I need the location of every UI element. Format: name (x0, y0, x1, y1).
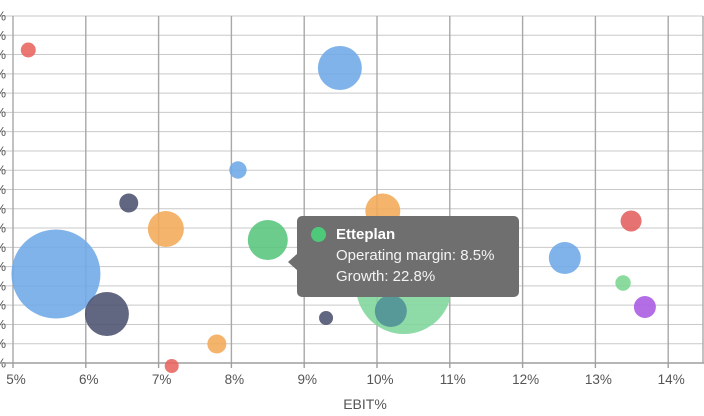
bubble[interactable] (615, 275, 631, 291)
bubble[interactable] (11, 229, 101, 319)
tooltip-title-row: Etteplan (311, 224, 505, 245)
x-tick-label: 11% (440, 372, 466, 387)
bubble[interactable] (620, 210, 642, 232)
tooltip-growth: Growth: 22.8% (336, 268, 436, 285)
y-tick-label-clipped: % (0, 47, 6, 62)
y-tick-label-clipped: % (0, 66, 6, 81)
bubble[interactable] (633, 296, 656, 318)
x-tick-label: 7% (152, 372, 172, 387)
bubble[interactable] (20, 42, 36, 58)
y-tick-label-clipped: % (0, 163, 6, 178)
y-tick-label-clipped: % (0, 336, 6, 351)
x-tick-label: 12% (512, 372, 539, 387)
tooltip-operating-margin: Operating margin: 8.5% (336, 247, 495, 264)
y-tick-label-clipped: % (0, 143, 6, 158)
x-tick-label: 9% (297, 372, 317, 387)
tooltip: Etteplan Operating margin: 8.5% Growth: … (288, 216, 519, 297)
y-tick-label-clipped: % (0, 298, 6, 313)
bubble[interactable] (319, 311, 334, 325)
y-tick-label-clipped: % (0, 86, 6, 101)
tooltip-series-marker-icon (311, 227, 326, 242)
y-tick-label-clipped: % (0, 28, 6, 43)
y-tick-label-clipped: % (0, 105, 6, 120)
bubble[interactable] (119, 193, 139, 213)
y-tick-label-clipped: % (0, 9, 6, 24)
y-tick-label-clipped: % (0, 182, 6, 197)
x-tick-label: 14% (658, 372, 685, 387)
y-tick-label-clipped: % (0, 201, 6, 216)
bubble[interactable] (84, 292, 129, 336)
y-tick-label-clipped: % (0, 259, 6, 274)
bubble[interactable] (207, 334, 227, 354)
x-tick-label: 10% (366, 372, 393, 387)
bubble[interactable] (317, 46, 362, 90)
bubble[interactable] (164, 359, 179, 373)
x-tick-label: 6% (79, 372, 99, 387)
x-tick-label: 13% (585, 372, 612, 387)
x-tick-label: 5% (6, 372, 26, 387)
bubble[interactable] (374, 295, 407, 327)
bubble-etteplan[interactable] (247, 220, 288, 260)
y-tick-label-clipped: % (0, 240, 6, 255)
tooltip-title: Etteplan (336, 226, 396, 243)
bubble[interactable] (229, 161, 247, 179)
x-tick-label: 8% (225, 372, 245, 387)
bubble[interactable] (147, 211, 184, 247)
tooltip-arrow (288, 253, 298, 271)
y-tick-label-clipped: % (0, 278, 6, 293)
y-tick-label-clipped: % (0, 317, 6, 332)
bubble[interactable] (548, 242, 581, 274)
y-tick-label-clipped: % (0, 221, 6, 236)
y-tick-label-clipped: % (0, 124, 6, 139)
x-axis-title: EBIT% (343, 396, 387, 412)
